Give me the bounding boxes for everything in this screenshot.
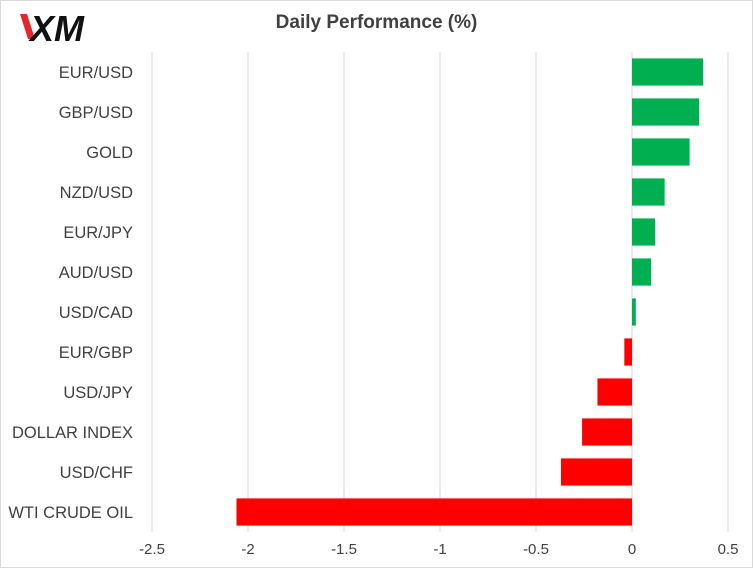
bar	[632, 138, 690, 166]
x-tick-label: -1.5	[331, 541, 357, 558]
logo-accent-stroke	[20, 14, 35, 39]
category-label: USD/CAD	[59, 304, 133, 322]
bar	[632, 178, 665, 206]
bar	[582, 418, 632, 446]
x-tick-label: -2	[241, 541, 254, 558]
bar	[236, 498, 633, 526]
bar	[624, 338, 632, 366]
bar	[597, 378, 632, 406]
bar	[560, 458, 632, 486]
chart-title: Daily Performance (%)	[275, 12, 478, 33]
bar	[632, 58, 704, 86]
category-label: WTI CRUDE OIL	[8, 504, 133, 522]
category-label: EUR/JPY	[63, 224, 133, 242]
category-label: USD/JPY	[63, 384, 133, 402]
x-tick-label: -1	[433, 541, 446, 558]
x-tick-label: 0.5	[718, 541, 739, 558]
x-tick-label: -2.5	[139, 541, 165, 558]
category-label: DOLLAR INDEX	[12, 424, 133, 442]
category-label: EUR/USD	[59, 64, 133, 82]
bar	[632, 218, 656, 246]
category-label: GOLD	[86, 144, 133, 162]
category-label: EUR/GBP	[59, 344, 133, 362]
xm-logo: XM	[18, 8, 108, 49]
x-tick-label: 0	[628, 541, 636, 558]
bar	[632, 258, 652, 286]
logo-text: XM	[28, 8, 85, 46]
category-label: AUD/USD	[59, 264, 133, 282]
xm-logo-mark: XM	[20, 8, 85, 49]
bar	[632, 98, 700, 126]
category-label: GBP/USD	[59, 104, 133, 122]
bar	[632, 298, 636, 326]
x-tick-label: -0.5	[523, 541, 549, 558]
category-label: NZD/USD	[60, 184, 133, 202]
category-label: USD/CHF	[60, 464, 133, 482]
